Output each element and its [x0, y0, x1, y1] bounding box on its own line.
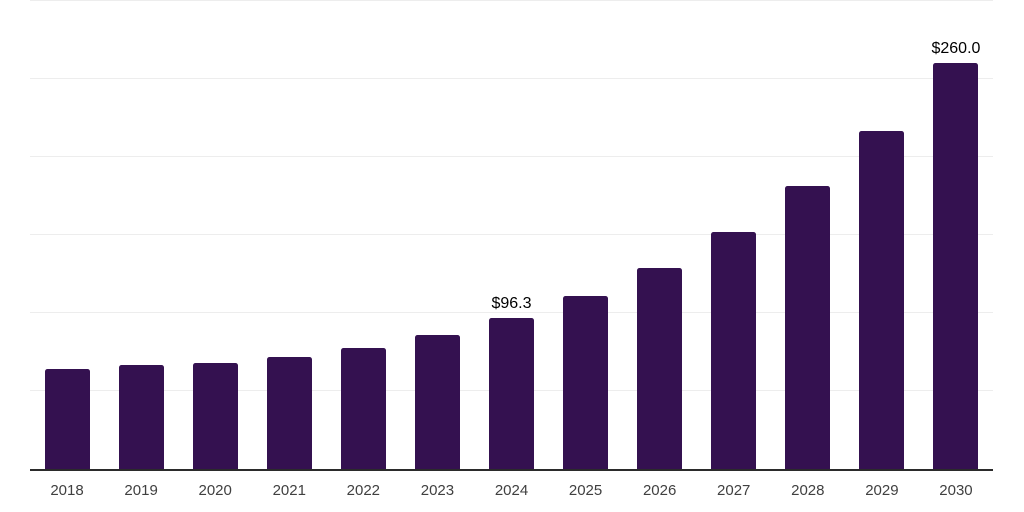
x-tick-label-2026: 2026 — [642, 482, 677, 499]
x-axis-line — [30, 469, 993, 471]
bar-2029 — [859, 130, 905, 469]
gridline-250 — [30, 77, 993, 79]
x-tick-label-2022: 2022 — [346, 482, 381, 499]
x-tick-label-2025: 2025 — [568, 482, 603, 499]
x-tick-label-2030: 2030 — [939, 482, 973, 499]
bar-2030 — [933, 62, 979, 469]
x-tick-label-2029: 2029 — [865, 482, 899, 499]
gridline-100 — [30, 312, 993, 314]
x-tick-label-2021: 2021 — [272, 482, 306, 499]
x-tick-label-2018: 2018 — [50, 482, 84, 499]
gridline-150 — [30, 234, 993, 235]
bar-2020 — [192, 362, 238, 469]
plot-area: $96.3 $260.0 — [30, 0, 993, 469]
bar-2026 — [637, 267, 683, 469]
bar-2022 — [340, 348, 386, 469]
gridline-200 — [30, 155, 993, 157]
x-tick-label-2024: 2024 — [494, 482, 529, 499]
x-axis-labels: 2018 2019 2020 2021 2022 2023 2024 2025 2026 2027… — [30, 483, 993, 503]
value-label-2030: $260.0 — [931, 39, 981, 57]
bar-2023 — [414, 335, 460, 469]
bar-2019 — [118, 365, 164, 469]
bar-2027 — [711, 232, 757, 469]
bar-2024 — [489, 318, 534, 469]
bar-2018 — [44, 368, 90, 469]
value-label-2024: $96.3 — [491, 295, 532, 313]
x-tick-label-2027: 2027 — [717, 482, 751, 499]
gridline-300 — [30, 0, 993, 1]
bar-2025 — [563, 295, 609, 469]
x-tick-label-2020: 2020 — [198, 482, 232, 499]
x-tick-label-2019: 2019 — [124, 482, 158, 499]
x-tick-label-2023: 2023 — [420, 482, 455, 499]
bar-2028 — [785, 186, 831, 469]
bar-2021 — [266, 357, 312, 469]
x-tick-label-2028: 2028 — [791, 482, 825, 499]
